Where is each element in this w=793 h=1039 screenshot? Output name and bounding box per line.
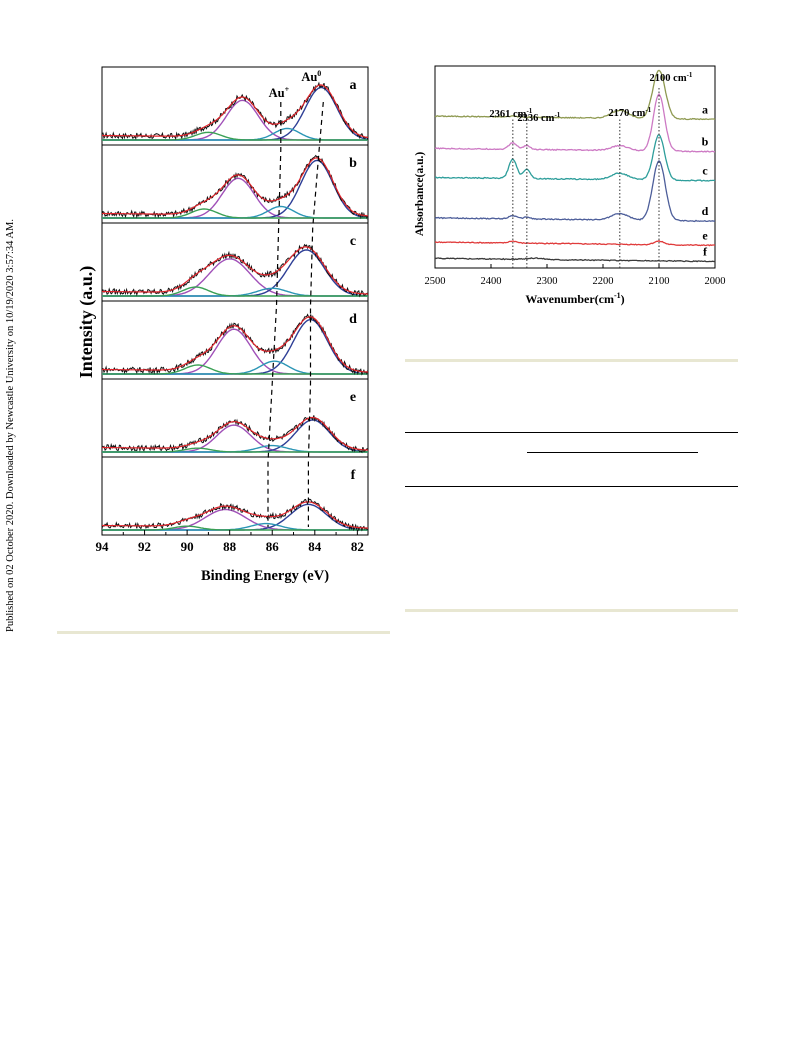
- xps-component-peak: [102, 286, 368, 297]
- xps-dashed-marker: [267, 102, 282, 527]
- xps-panel-frame: [101, 66, 369, 146]
- ir-series-f: [434, 257, 716, 263]
- panel-label-c: c: [350, 234, 356, 249]
- ir-series-label-c: c: [702, 164, 708, 178]
- xps-x-tick-label: 84: [308, 539, 322, 554]
- xps-component-peak: [102, 159, 369, 219]
- xps-component-peak: [102, 364, 368, 375]
- xps-x-tick-label: 82: [351, 539, 364, 554]
- ir-series-label-f: f: [703, 245, 708, 259]
- xps-panel-frame: [101, 456, 369, 536]
- xps-raw-spectrum: [101, 243, 369, 298]
- xps-raw-spectrum: [101, 154, 369, 220]
- panel-label-a: a: [350, 78, 357, 93]
- ir-series-b: [434, 92, 716, 153]
- caption-rule-right-bottom: [405, 609, 738, 612]
- xps-component-peak: [102, 127, 368, 141]
- table-rule-top: [405, 432, 738, 433]
- panel-label-b: b: [349, 156, 357, 171]
- ir-annotation: 2361 cm-1: [489, 107, 532, 120]
- ir-series-a: [434, 69, 716, 121]
- xps-panel-c: c: [101, 222, 369, 302]
- ir-series-d: [434, 160, 716, 223]
- table-rule-sub: [527, 452, 698, 453]
- ir-series-label-b: b: [702, 135, 709, 149]
- ir-plot-frame: [434, 65, 716, 269]
- ir-x-tick-label: 2000: [705, 276, 726, 287]
- xps-fit-envelope: [102, 501, 369, 529]
- xps-component-peak: [102, 258, 368, 297]
- xps-component-peak: [102, 525, 368, 531]
- xps-chart: a b c d e f 94 92 90 88 86 84 82 Intensity (a.u.) B…: [76, 66, 369, 584]
- table-rule-mid: [405, 486, 738, 487]
- xps-panel-b: b: [101, 144, 369, 224]
- ir-x-ticks: 2500 2400 2300 2200 2100 2000: [425, 264, 726, 287]
- published-note: Published on 02 October 2020. Downloaded…: [5, 219, 16, 632]
- xps-panels: a b c d e f: [101, 66, 369, 536]
- panel-label-e: e: [350, 390, 356, 405]
- xps-raw-spectrum: [101, 498, 369, 532]
- xps-panel-a: a: [101, 66, 369, 146]
- ir-chart: a b c def 2500 2400 2300 2200 2100 2000 2361 cm-…: [414, 65, 726, 306]
- ir-x-tick-label: 2100: [649, 276, 670, 287]
- ir-annotation: 2336 cm-1: [517, 111, 560, 124]
- xps-fit-envelope: [102, 246, 368, 295]
- ir-series-label-a: a: [702, 102, 708, 116]
- xps-annotation: Au0: [301, 69, 321, 84]
- xps-fit-envelope: [102, 316, 369, 373]
- xps-x-tick-label: 92: [138, 539, 151, 554]
- ir-x-tick-label: 2300: [537, 276, 558, 287]
- xps-fit-envelope: [102, 84, 369, 139]
- caption-rule-right-top: [405, 359, 738, 362]
- xps-annotation: Au+: [269, 85, 290, 100]
- xps-fit-envelope: [102, 416, 368, 451]
- xps-x-tick-label: 94: [96, 539, 110, 554]
- caption-rule-left: [57, 631, 390, 634]
- xps-x-tick-label: 86: [266, 539, 280, 554]
- ir-annotation: 2100 cm-1: [650, 71, 693, 84]
- ir-annotation: 2170 cm-1: [608, 106, 651, 119]
- panel-label-f: f: [351, 468, 356, 483]
- ir-series-label-e: e: [702, 228, 708, 242]
- xps-annotations: Au+ Au0: [269, 69, 322, 100]
- xps-x-tick-label: 90: [181, 539, 194, 554]
- xps-panel-frame: [101, 222, 369, 302]
- xps-x-tick-label: 88: [223, 539, 237, 554]
- x-axis-label: Binding Energy (eV): [201, 568, 329, 584]
- xps-fit-envelope: [102, 157, 369, 217]
- xps-component-peak: [102, 99, 368, 141]
- y-axis-label: Intensity (a.u.): [76, 266, 97, 379]
- ir-series-label-d: d: [702, 204, 709, 218]
- panel-label-d: d: [349, 312, 357, 327]
- xps-component-peak: [102, 447, 368, 453]
- xps-raw-spectrum: [101, 81, 369, 141]
- xps-dashed-markers: [267, 101, 324, 527]
- x-axis-label: Wavenumber(cm-1): [525, 291, 624, 306]
- xps-component-peak: [102, 86, 369, 141]
- ir-series-c: [435, 133, 716, 182]
- ir-x-tick-label: 2200: [593, 276, 614, 287]
- ir-series: a b c def: [434, 69, 716, 263]
- xps-raw-spectrum: [101, 313, 369, 376]
- ir-dotted-markers: [512, 88, 660, 268]
- xps-dashed-marker: [307, 101, 324, 527]
- xps-component-peak: [102, 131, 368, 141]
- xps-raw-spectrum: [101, 415, 369, 454]
- published-note-text: Published on 02 October 2020. Downloaded…: [5, 219, 16, 632]
- ir-x-tick-label: 2500: [425, 276, 446, 287]
- y-axis-label: Absorbance(a.u.): [414, 152, 426, 237]
- xps-panel-f: f: [101, 456, 369, 536]
- xps-component-peak: [102, 208, 368, 219]
- xps-panel-d: d: [101, 300, 369, 380]
- xps-x-ticks: 94 92 90 88 86 84 82: [96, 530, 364, 554]
- xps-component-peak: [102, 318, 368, 375]
- xps-component-peak: [102, 328, 368, 375]
- xps-panel-e: e: [101, 378, 369, 458]
- ir-x-tick-label: 2400: [481, 276, 502, 287]
- ir-series-e: [434, 239, 716, 247]
